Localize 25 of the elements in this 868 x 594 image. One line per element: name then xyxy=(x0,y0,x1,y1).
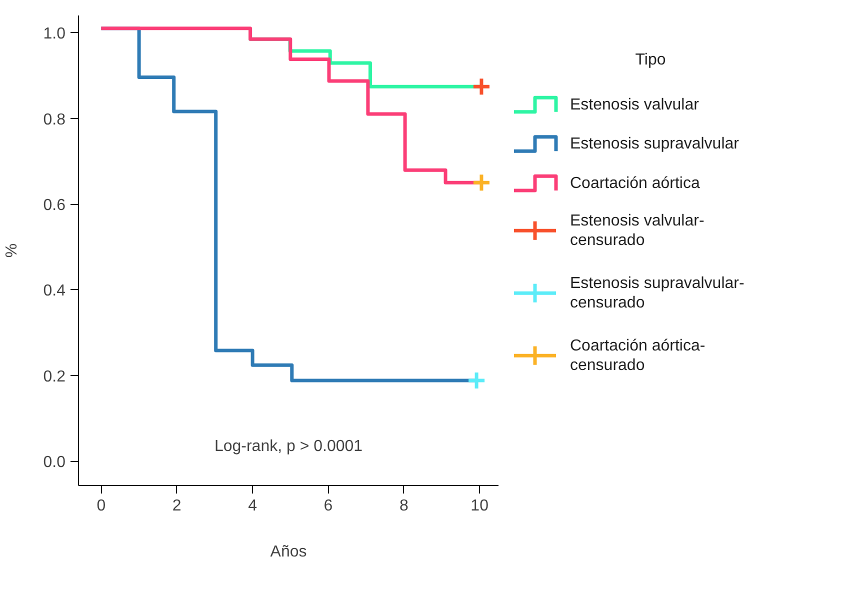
legend-title: Tipo xyxy=(635,52,666,69)
y-tick-label: 0.8 xyxy=(43,111,66,128)
y-axis-title: % xyxy=(3,243,20,258)
x-axis-title: Años xyxy=(270,544,307,560)
annotation: Log-rank, p > 0.0001 xyxy=(214,438,363,455)
legend-label: Coartación aórtica-censurado xyxy=(570,337,706,374)
y-tick-label: 1.0 xyxy=(43,26,66,43)
point xyxy=(466,370,486,390)
legend-label: Estenosis valvular xyxy=(570,96,700,114)
legend-label: Estenosis supravalvular-censurado xyxy=(570,274,744,312)
y-tick-label: 0.6 xyxy=(43,197,66,214)
point xyxy=(472,76,492,96)
x-tick-label: 10 xyxy=(470,498,489,514)
x-tick-label: 4 xyxy=(248,498,258,514)
y-tick-label: 0.2 xyxy=(43,368,66,386)
legend-label: Estenosis supravalvular xyxy=(570,136,740,153)
y-tick-label: 0.4 xyxy=(43,282,66,300)
x-tick-label: 8 xyxy=(399,498,408,514)
x-tick-label: 0 xyxy=(96,498,106,514)
legend-label: Estenosis valvular-censurado xyxy=(570,212,704,249)
point xyxy=(472,172,492,192)
legend-label: Coartación aórtica xyxy=(570,174,700,192)
y-tick-label: 0.0 xyxy=(43,454,66,472)
x-tick-label: 6 xyxy=(324,498,333,514)
x-tick-label: 2 xyxy=(172,498,182,514)
